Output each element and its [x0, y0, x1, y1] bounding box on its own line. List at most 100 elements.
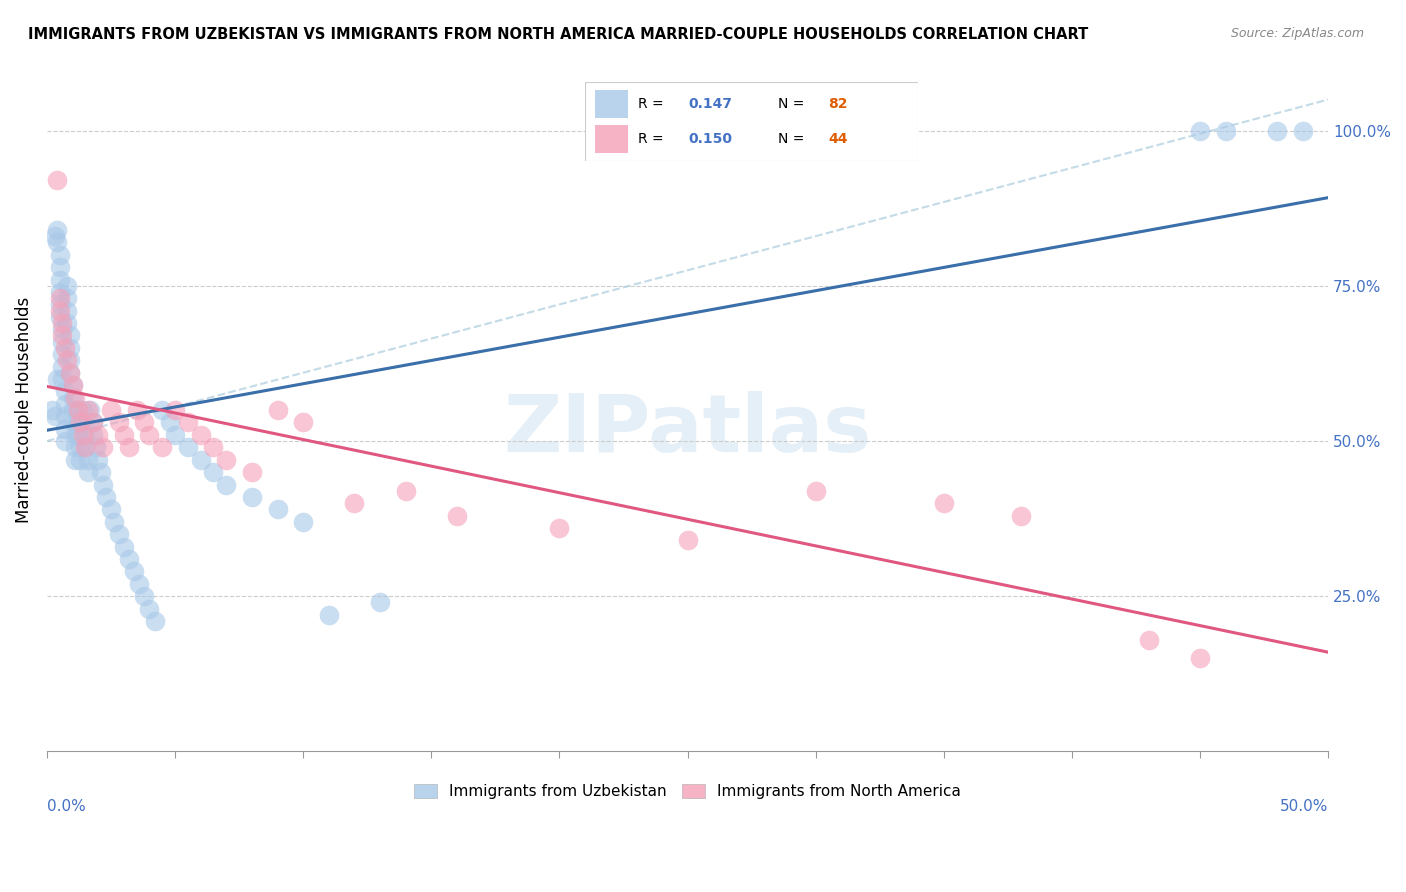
Point — [266, 403, 288, 417]
Point — [44, 409, 66, 424]
Point — [143, 614, 166, 628]
Point — [150, 403, 173, 417]
Point — [75, 440, 97, 454]
Point — [318, 607, 340, 622]
Point — [63, 440, 86, 454]
Point — [91, 477, 114, 491]
Point — [190, 452, 212, 467]
Point — [56, 303, 79, 318]
Point — [932, 496, 955, 510]
Point — [128, 577, 150, 591]
Point — [163, 427, 186, 442]
Legend: Immigrants from Uzbekistan, Immigrants from North America: Immigrants from Uzbekistan, Immigrants f… — [408, 778, 967, 805]
Point — [48, 310, 70, 324]
Point — [240, 490, 263, 504]
Point — [72, 427, 94, 442]
Point — [215, 477, 238, 491]
Point — [63, 452, 86, 467]
Point — [77, 403, 100, 417]
Point — [62, 378, 84, 392]
Point — [266, 502, 288, 516]
Point — [202, 440, 225, 454]
Point — [59, 341, 82, 355]
Point — [51, 316, 73, 330]
Point — [1291, 123, 1313, 137]
Point — [62, 378, 84, 392]
Point — [59, 328, 82, 343]
Point — [59, 366, 82, 380]
Point — [48, 297, 70, 311]
Point — [202, 465, 225, 479]
Point — [69, 452, 91, 467]
Point — [215, 452, 238, 467]
Point — [90, 465, 112, 479]
Point — [48, 260, 70, 275]
Point — [66, 416, 89, 430]
Text: 0.0%: 0.0% — [46, 799, 86, 814]
Point — [79, 403, 101, 417]
Point — [163, 403, 186, 417]
Point — [1010, 508, 1032, 523]
Point — [1265, 123, 1288, 137]
Point — [51, 328, 73, 343]
Point — [46, 173, 69, 187]
Point — [44, 229, 66, 244]
Point — [48, 303, 70, 318]
Point — [63, 427, 86, 442]
Point — [75, 427, 97, 442]
Point — [77, 465, 100, 479]
Point — [41, 403, 63, 417]
Point — [100, 403, 122, 417]
Point — [62, 416, 84, 430]
Point — [150, 440, 173, 454]
Point — [46, 372, 69, 386]
Point — [56, 291, 79, 305]
Point — [75, 440, 97, 454]
Point — [343, 496, 366, 510]
Point — [48, 291, 70, 305]
Point — [159, 416, 181, 430]
Point — [56, 316, 79, 330]
Point — [82, 427, 104, 442]
Point — [59, 353, 82, 368]
Point — [177, 440, 200, 454]
Point — [51, 347, 73, 361]
Point — [107, 527, 129, 541]
Point — [48, 285, 70, 299]
Point — [82, 416, 104, 430]
Point — [292, 515, 315, 529]
Point — [69, 440, 91, 454]
Point — [94, 490, 117, 504]
Point — [53, 384, 76, 399]
Point — [46, 223, 69, 237]
Point — [51, 334, 73, 349]
Point — [53, 434, 76, 448]
Point — [1188, 123, 1211, 137]
Point — [138, 601, 160, 615]
Point — [87, 452, 110, 467]
Point — [66, 427, 89, 442]
Point — [87, 427, 110, 442]
Point — [100, 502, 122, 516]
Point — [72, 403, 94, 417]
Point — [66, 403, 89, 417]
Point — [46, 235, 69, 250]
Point — [72, 416, 94, 430]
Point — [1188, 651, 1211, 665]
Point — [240, 465, 263, 479]
Point — [91, 440, 114, 454]
Point — [138, 427, 160, 442]
Point — [48, 248, 70, 262]
Point — [51, 322, 73, 336]
Text: 50.0%: 50.0% — [1279, 799, 1329, 814]
Point — [107, 416, 129, 430]
Point — [56, 353, 79, 368]
Point — [134, 589, 156, 603]
Point — [177, 416, 200, 430]
Point — [53, 422, 76, 436]
Point — [53, 341, 76, 355]
Point — [368, 595, 391, 609]
Point — [103, 515, 125, 529]
Point — [66, 403, 89, 417]
Text: IMMIGRANTS FROM UZBEKISTAN VS IMMIGRANTS FROM NORTH AMERICA MARRIED-COUPLE HOUSE: IMMIGRANTS FROM UZBEKISTAN VS IMMIGRANTS… — [28, 27, 1088, 42]
